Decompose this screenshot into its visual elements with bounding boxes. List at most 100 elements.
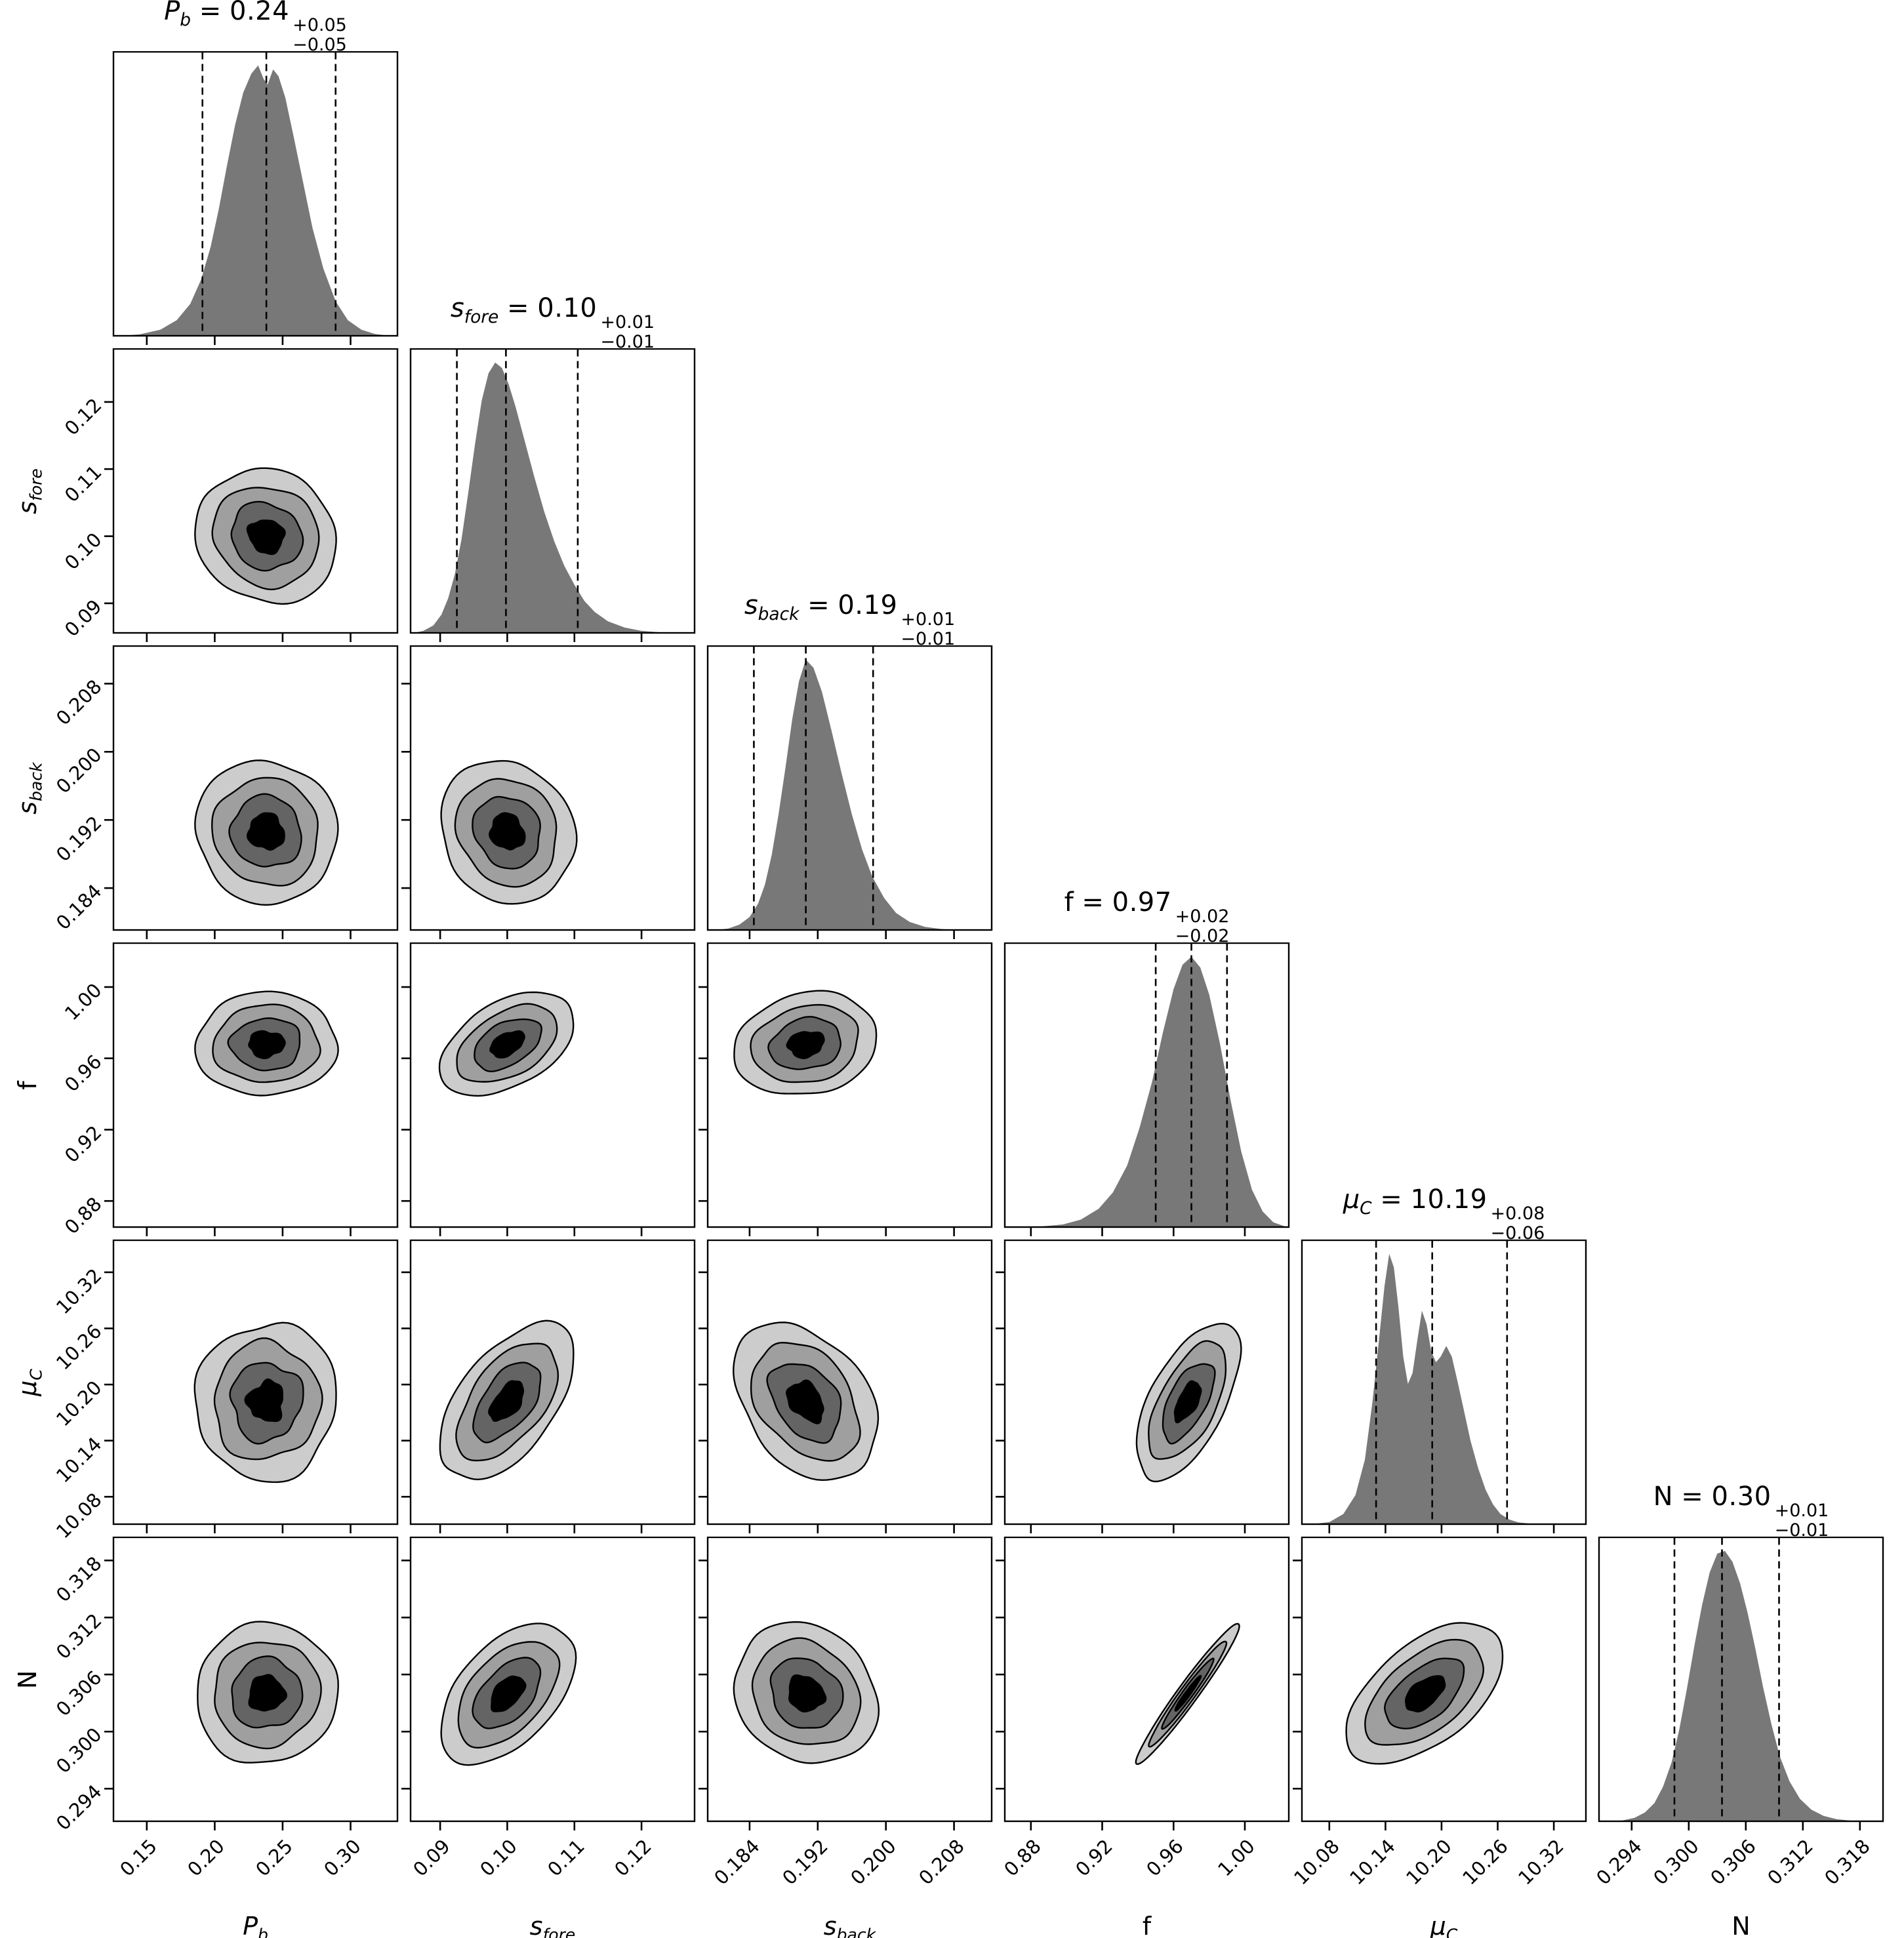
y-axis-label-s_fore: sfore [13,468,46,514]
diag-title-s_back: sback = 0.19 +0.01 −0.01 [744,590,956,649]
panel-border [1301,1537,1587,1823]
param-symbol-s_fore: sfore [13,468,46,514]
panel-hist-s_fore [409,348,696,642]
histogram-N [1598,1550,1884,1822]
contour-level-3 [1174,1675,1202,1712]
histogram-f [1004,956,1289,1228]
param-symbol-s_back: sback [823,1912,876,1938]
title-err-minus: −0.01 [1774,1520,1829,1541]
y-tick-label-mu_C-1: 10.14 [51,1432,106,1487]
contour-level-3 [248,1674,287,1712]
panel-contour-N-vs-f [996,1537,1290,1830]
contour-level-3 [246,519,286,555]
diag-title-P_b: Pb = 0.24 +0.05 −0.05 [164,0,347,55]
title-err-plus: +0.05 [293,14,347,35]
param-symbol-f: f [1142,1912,1152,1938]
y-tick-label-N-3: 0.312 [51,1609,106,1664]
panel-border [112,1240,399,1525]
x-axis-label-s_fore: sfore [530,1914,576,1938]
param-symbol-N: N [13,1670,42,1689]
panel-contour-N-vs-s_fore [401,1537,696,1830]
param-symbol-N: N [1732,1912,1751,1938]
y-tick-label-s_fore-1: 0.10 [60,528,106,574]
y-tick-label-s_back-0: 0.184 [51,879,106,935]
panel-border [409,942,696,1228]
x-tick-label-mu_C-3: 10.26 [1457,1834,1512,1889]
contour-level-3 [488,1380,525,1422]
y-tick-label-N-4: 0.318 [51,1552,106,1607]
y-tick-label-N-2: 0.306 [51,1666,106,1721]
panel-hist-mu_C [1301,1240,1587,1533]
title-err-minus: −0.01 [600,331,655,352]
param-symbol-s_back: sback [744,590,800,624]
param-symbol-N: N [1653,1482,1673,1512]
x-tick-label-N-1: 0.300 [1648,1834,1703,1889]
diag-title-mu_C: μC = 10.19 +0.08 −0.06 [1343,1184,1545,1243]
panel-hist-N [1598,1537,1884,1830]
x-tick-label-N-0: 0.294 [1591,1834,1646,1889]
panel-border [1003,1537,1290,1823]
histogram-s_fore [410,362,695,634]
y-tick-label-mu_C-2: 10.20 [51,1376,106,1431]
y-tick-label-s_fore-2: 0.11 [60,460,106,507]
title-value-mu_C: 10.19 [1410,1184,1488,1215]
title-errors-s_fore: +0.01 −0.01 [600,312,655,352]
panel-border [1301,1240,1587,1525]
contour-level-3 [1405,1675,1446,1712]
panel-contour-N-vs-P_b [104,1537,399,1830]
contour-level-3 [786,1379,824,1424]
panel-hist-f [1003,942,1290,1236]
y-tick-label-f-2: 0.96 [60,1050,106,1097]
y-axis-label-N: N [13,1670,42,1689]
panel-border [409,1537,696,1823]
y-tick-label-f-1: 0.92 [60,1121,106,1167]
x-tick-label-mu_C-1: 10.14 [1345,1834,1400,1889]
y-tick-label-mu_C-3: 10.26 [51,1320,106,1375]
panel-border [706,645,993,931]
y-tick-label-mu_C-0: 10.08 [51,1488,106,1543]
panel-border [409,348,696,634]
x-tick-label-s_fore-2: 0.11 [542,1834,589,1881]
contour-level-3 [491,1675,527,1712]
panel-border [409,645,696,931]
param-symbol-f: f [13,1080,42,1090]
diag-title-N: N = 0.30 +0.01 −0.01 [1653,1482,1829,1541]
panel-contour-f-vs-s_fore [401,942,696,1236]
histogram-s_back [707,659,992,931]
panel-border [1598,1537,1884,1823]
histogram-P_b [113,65,398,337]
panel-border [112,645,399,931]
x-tick-label-f-2: 0.96 [1142,1834,1188,1881]
panel-contour-f-vs-s_back [699,942,993,1236]
title-value-P_b: 0.24 [230,0,290,26]
x-tick-label-P_b-2: 0.25 [251,1834,297,1881]
x-axis-label-s_back: sback [824,1914,876,1938]
y-tick-label-s_back-1: 0.192 [51,811,106,866]
title-value-s_fore: 0.10 [537,293,598,323]
panel-contour-mu_C-vs-P_b [104,1240,399,1533]
panel-border [1003,1240,1290,1525]
y-tick-label-s_fore-3: 0.12 [60,394,106,440]
panel-border [112,1537,399,1823]
panel-contour-N-vs-s_back [699,1537,993,1830]
x-axis-label-P_b: Pb [243,1914,268,1938]
contour-level-3 [786,1031,825,1059]
y-axis-label-mu_C: μC [13,1369,46,1396]
y-axis-label-s_back: sback [13,761,46,815]
y-tick-label-N-0: 0.294 [51,1780,106,1835]
x-tick-label-P_b-1: 0.20 [183,1834,230,1881]
title-value-N: 0.30 [1711,1482,1772,1512]
title-err-minus: −0.01 [901,628,956,649]
x-tick-label-s_back-2: 0.200 [845,1834,901,1889]
panel-border [112,942,399,1228]
panel-border [112,51,399,337]
title-errors-P_b: +0.05 −0.05 [293,14,347,55]
diag-title-f: f = 0.97 +0.02 −0.02 [1064,887,1230,946]
x-tick-label-N-2: 0.306 [1705,1834,1760,1889]
param-symbol-s_fore: sfore [450,293,499,327]
panel-contour-mu_C-vs-s_back [699,1240,993,1533]
param-symbol-s_back: sback [13,761,46,815]
x-tick-label-P_b-0: 0.15 [115,1834,161,1881]
param-symbol-mu_C: μC [1430,1912,1458,1938]
